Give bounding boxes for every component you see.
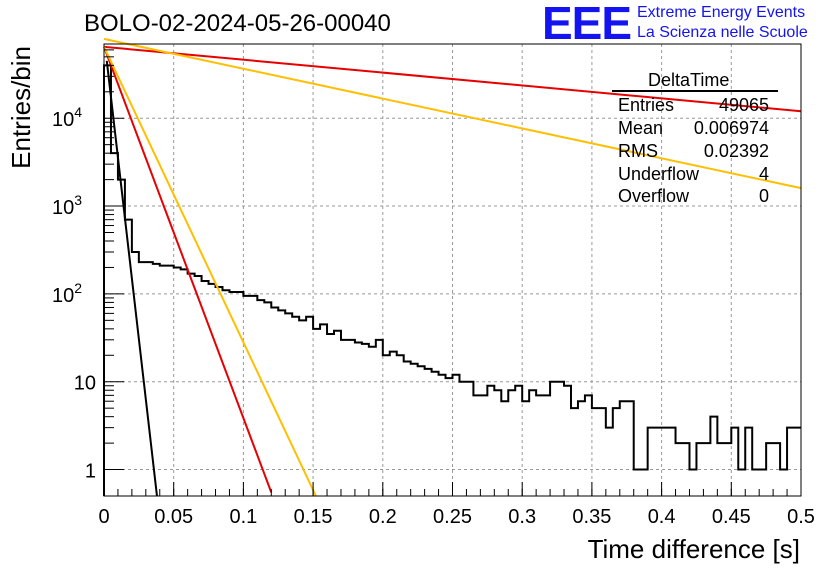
- x-tick-label: 0: [98, 506, 109, 528]
- fit-lines: [103, 37, 802, 497]
- axis-ticks: [103, 43, 802, 496]
- x-tick-label: 0.1: [229, 506, 257, 528]
- y-tick-label: 10: [74, 373, 96, 395]
- stats-entries-value: 49065: [719, 95, 769, 115]
- stats-mean-value: 0.006974: [694, 118, 769, 138]
- fit-line: [103, 45, 802, 113]
- x-tick-label: 0.05: [154, 506, 193, 528]
- x-tick-label: 0.15: [294, 506, 333, 528]
- logo-line-1: Extreme Energy Events: [637, 4, 806, 21]
- x-tick-label: 0.3: [508, 506, 536, 528]
- stats-underflow-value: 4: [759, 164, 769, 184]
- x-tick-label: 0.25: [433, 506, 472, 528]
- y-tick-label: 104: [52, 104, 82, 131]
- fit-line: [105, 60, 158, 497]
- x-axis-title: Time difference [s]: [588, 534, 800, 564]
- y-tick-label: 103: [52, 192, 82, 219]
- tick-labels: 0 0.05 0.1 0.15 0.2 0.25 0.3 0.35 0.4 0.45 0.5 1 10 1…: [52, 104, 815, 528]
- fit-line: [103, 46, 317, 497]
- x-tick-label: 0.5: [787, 506, 815, 528]
- stats-rms-label: RMS: [618, 141, 658, 161]
- stats-overflow-label: Overflow: [618, 186, 690, 206]
- y-axis-title: Entries/bin: [6, 46, 36, 169]
- logo-line-2: La Scienza nelle Scuole: [637, 24, 808, 41]
- stats-entries-label: Entries: [618, 95, 674, 115]
- stats-overflow-value: 0: [759, 186, 769, 206]
- stats-mean-label: Mean: [618, 118, 663, 138]
- stats-underflow-label: Underflow: [618, 164, 700, 184]
- eee-logo: EEE: [542, 0, 632, 49]
- x-tick-label: 0.35: [572, 506, 611, 528]
- y-tick-label: 102: [52, 280, 82, 307]
- x-tick-label: 0.4: [648, 506, 676, 528]
- y-tick-label: 1: [85, 461, 96, 483]
- stats-rms-value: 0.02392: [704, 141, 769, 161]
- fit-line: [103, 46, 273, 493]
- histogram: [103, 64, 801, 496]
- histogram-outline: [103, 64, 801, 496]
- stats-header: DeltaTime: [648, 70, 729, 90]
- x-tick-label: 0.45: [712, 506, 751, 528]
- fit-line: [103, 37, 802, 190]
- stats-box: DeltaTime Entries 49065 Mean 0.006974 RM…: [612, 70, 778, 206]
- chart-title: BOLO-02-2024-05-26-00040: [84, 10, 391, 37]
- x-tick-label: 0.2: [369, 506, 397, 528]
